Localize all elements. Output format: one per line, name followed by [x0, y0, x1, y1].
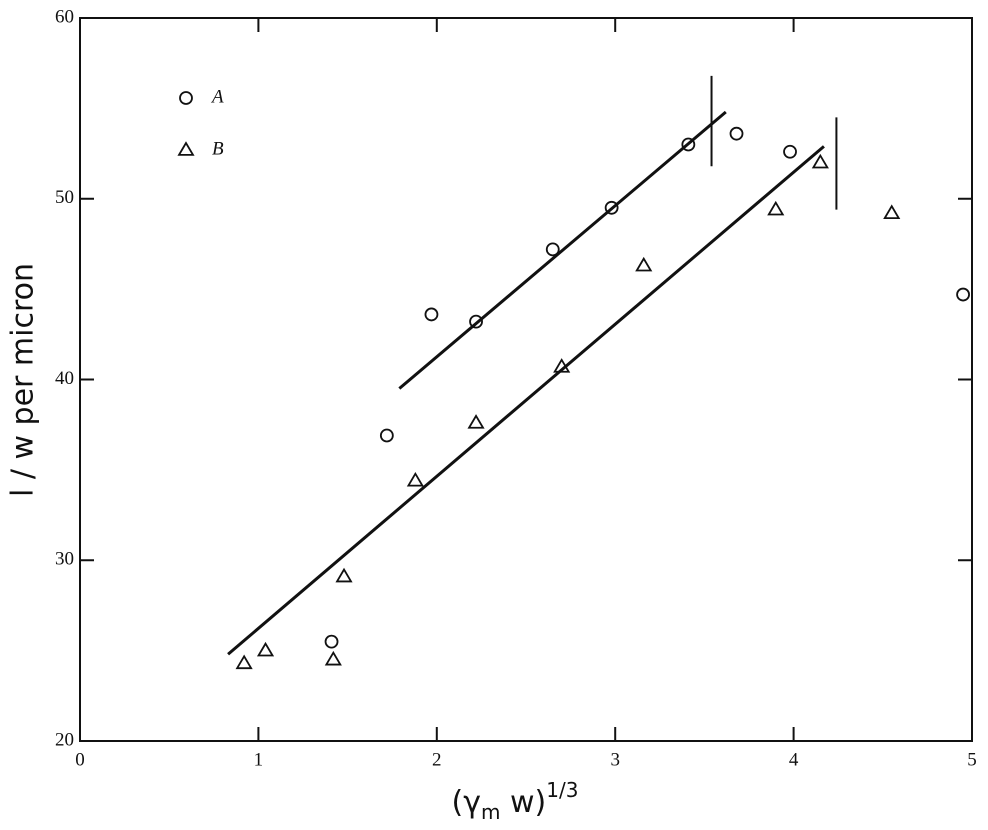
x-axis-label: (γm w)1/3: [452, 778, 579, 824]
y-tick-label: 30: [55, 549, 74, 570]
data-point: [424, 307, 439, 322]
plot-frame: [79, 17, 973, 742]
y-tick-label: 40: [55, 368, 74, 389]
legend-label: B: [212, 138, 224, 159]
data-point: [883, 204, 901, 220]
data-point: [545, 242, 560, 257]
data-point: [767, 200, 785, 216]
x-tick-label: 5: [967, 749, 977, 770]
data-point: [729, 126, 744, 141]
data-point: [956, 287, 970, 302]
data-point: [681, 137, 696, 152]
data-point: [469, 314, 483, 329]
data-point: [324, 650, 342, 666]
y-tick-label: 50: [55, 187, 74, 208]
x-label-part: (γ: [452, 785, 481, 820]
data-point: [379, 428, 394, 443]
y-tick-label: 60: [55, 6, 74, 27]
data-point: [604, 200, 619, 215]
fit-line: [227, 145, 825, 656]
x-tick-label: 1: [254, 749, 264, 770]
fit-line: [398, 110, 727, 390]
legend-marker: [179, 91, 193, 105]
x-tick-label: 2: [432, 749, 442, 770]
x-label-part: w): [500, 785, 546, 820]
data-point: [335, 567, 353, 583]
data-point: [406, 471, 424, 487]
x-tick-label: 3: [610, 749, 620, 770]
data-point: [811, 153, 829, 169]
x-tick-label: 4: [789, 749, 799, 770]
data-point: [553, 358, 571, 373]
data-point: [324, 634, 339, 649]
y-tick-label: 20: [55, 729, 74, 750]
x-label-superscript: 1/3: [546, 778, 578, 802]
data-point: [256, 641, 275, 657]
x-label-subscript: m: [481, 800, 500, 824]
data-point: [235, 654, 253, 670]
x-tick-label: 0: [75, 749, 85, 770]
legend-marker: [177, 141, 195, 156]
legend-label: A: [210, 86, 224, 107]
data-point: [635, 256, 653, 272]
data-point: [467, 414, 485, 429]
data-point: [783, 144, 797, 159]
y-axis-label: l / w per micron: [6, 263, 41, 497]
